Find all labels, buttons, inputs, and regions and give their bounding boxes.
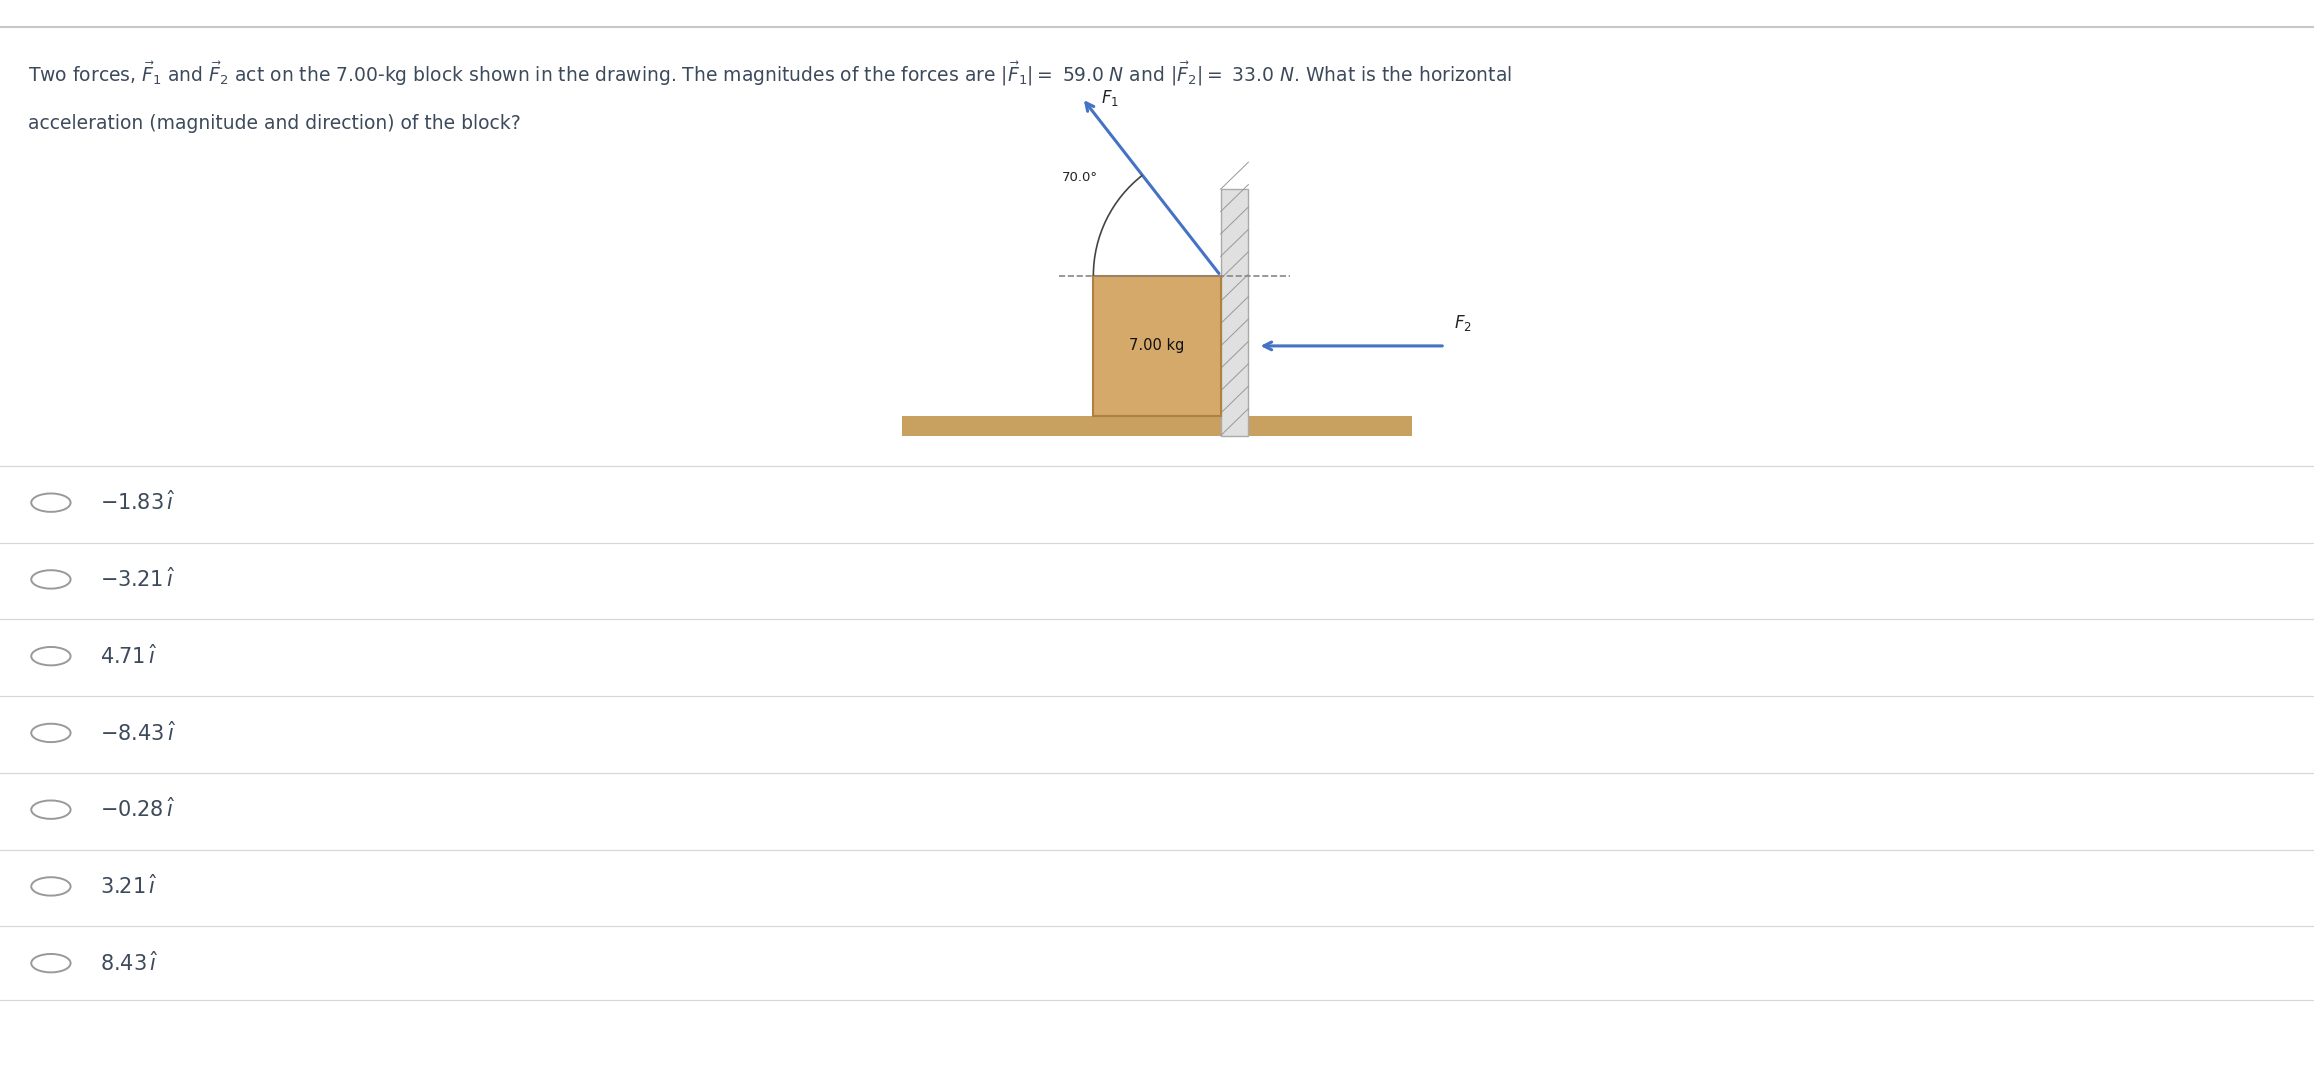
Bar [902,416,1412,436]
Text: $F_2$: $F_2$ [1453,312,1472,333]
Text: $F_1$: $F_1$ [1101,88,1118,108]
Text: 70.0°: 70.0° [1062,171,1097,184]
Text: $4.71\,\hat{\imath}$: $4.71\,\hat{\imath}$ [100,644,157,668]
Bar [1222,189,1250,436]
Text: $-0.28\,\hat{\imath}$: $-0.28\,\hat{\imath}$ [100,798,174,822]
Text: acceleration (magnitude and direction) of the block?: acceleration (magnitude and direction) o… [28,114,521,133]
Text: $-3.21\,\hat{\imath}$: $-3.21\,\hat{\imath}$ [100,568,174,591]
Text: $3.21\,\hat{\imath}$: $3.21\,\hat{\imath}$ [100,875,157,898]
Text: $8.43\,\hat{\imath}$: $8.43\,\hat{\imath}$ [100,951,157,975]
Bar [1095,276,1222,416]
Text: 7.00 kg: 7.00 kg [1129,338,1185,353]
Text: Two forces, $\vec{F}_1$ and $\vec{F}_2$ act on the 7.00-kg block shown in the dr: Two forces, $\vec{F}_1$ and $\vec{F}_2$ … [28,59,1511,88]
Text: $-1.83\,\hat{\imath}$: $-1.83\,\hat{\imath}$ [100,491,176,515]
Text: $-8.43\,\hat{\imath}$: $-8.43\,\hat{\imath}$ [100,721,176,745]
